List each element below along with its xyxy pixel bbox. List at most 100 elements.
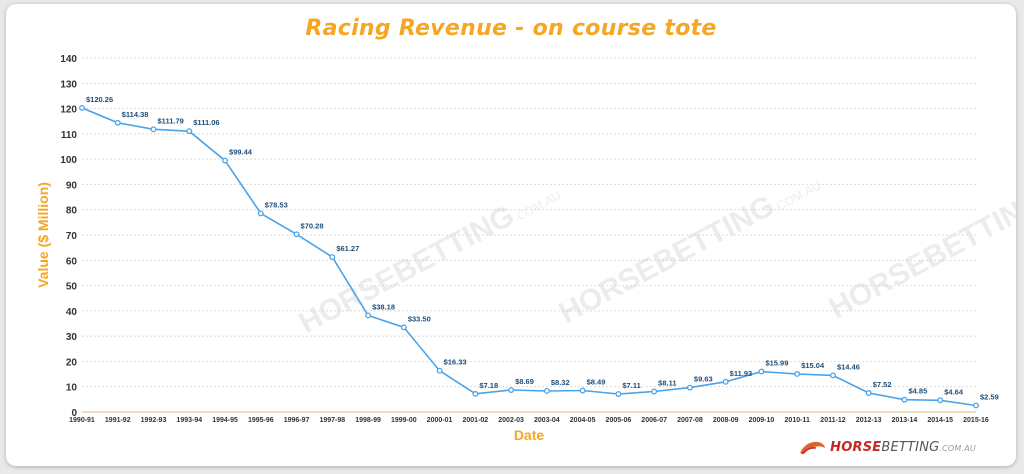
x-tick-label: 1993-94 (176, 417, 202, 424)
y-tick-label: 50 (66, 282, 78, 293)
data-label: $7.18 (479, 381, 498, 390)
x-tick-label: 1996-97 (284, 417, 310, 424)
data-label: $78.53 (265, 200, 288, 209)
x-tick-label: 1992-93 (141, 417, 167, 424)
data-label: $38.18 (372, 302, 395, 311)
data-point (543, 388, 550, 394)
y-tick-label: 110 (61, 130, 78, 141)
data-label: $4.64 (944, 387, 964, 396)
x-tick-label: 1999-00 (391, 417, 417, 424)
x-tick-label: 2001-02 (463, 417, 489, 424)
data-point (150, 126, 157, 133)
y-tick-label: 10 (66, 383, 78, 394)
data-point (257, 210, 264, 217)
data-label: $15.99 (765, 359, 788, 368)
data-label: $70.28 (301, 221, 324, 230)
data-point (615, 391, 622, 397)
watermark-text: HORSEBETTING.COM.AU (554, 165, 825, 330)
data-label: $8.32 (551, 378, 570, 387)
data-label: $111.79 (158, 116, 184, 125)
data-point (901, 396, 908, 403)
x-tick-label: 2004-05 (570, 417, 596, 424)
y-tick-label: 20 (66, 357, 78, 368)
data-label: $99.44 (229, 148, 253, 157)
x-tick-label: 1998-99 (355, 417, 381, 424)
data-label: $14.46 (837, 362, 860, 371)
y-tick-label: 140 (60, 54, 77, 65)
x-tick-label: 1991-92 (105, 417, 131, 424)
data-label: $9.63 (694, 375, 713, 384)
data-point (579, 387, 586, 394)
logo-text: HORSEBETTING.COM.AU (830, 439, 976, 455)
x-axis-label: Date (514, 427, 545, 443)
y-tick-label: 120 (60, 105, 77, 116)
data-point (794, 371, 801, 377)
x-tick-label: 2006-07 (641, 417, 667, 424)
data-point (293, 231, 300, 238)
y-tick-label: 0 (71, 408, 77, 419)
data-point (651, 388, 658, 395)
data-point (114, 119, 121, 126)
data-point (508, 387, 515, 393)
data-label: $111.06 (193, 118, 219, 127)
watermark: HORSEBETTING.COM.AU (554, 165, 825, 330)
data-point (686, 384, 693, 391)
data-point (973, 402, 979, 409)
data-label: $11.93 (730, 369, 753, 378)
chart-card: HORSEBETTING.COM.AU HORSEBETTING.COM.AU HO… (6, 4, 1016, 466)
data-label: $114.38 (122, 110, 149, 119)
data-point (79, 104, 85, 111)
watermark: HORSEBETTING.COM.AU (824, 160, 1016, 325)
horse-head-icon (800, 441, 826, 455)
y-tick-label: 70 (66, 231, 78, 242)
x-tick-label: 2008-09 (713, 417, 739, 424)
x-tick-label: 2005-06 (606, 417, 632, 424)
chart-title: Racing Revenue - on course tote (305, 16, 717, 41)
x-tick-label: 2013-14 (892, 417, 918, 424)
x-tick-label: 2015-16 (963, 417, 989, 424)
x-tick-label: 2011-12 (820, 417, 845, 424)
data-point (329, 254, 336, 261)
x-tick-label: 1994-95 (212, 417, 238, 424)
x-tick-label: 2003-04 (534, 417, 560, 424)
data-label: $15.04 (801, 361, 825, 370)
y-tick-label: 130 (60, 79, 77, 90)
data-label: $4.85 (908, 387, 927, 396)
data-point (830, 372, 836, 379)
data-label: $61.27 (336, 244, 359, 253)
brand-logo: HORSEBETTING.COM.AU (798, 438, 976, 456)
data-label: $7.11 (622, 381, 640, 390)
x-tick-label: 2007-08 (677, 417, 703, 424)
data-label: $120.26 (86, 95, 113, 104)
y-tick-label: 80 (66, 206, 78, 217)
x-tick-label: 2002-03 (498, 417, 524, 424)
data-label: $33.50 (408, 314, 431, 323)
data-label: $8.11 (658, 378, 676, 387)
data-point (222, 157, 228, 164)
x-tick-label: 1990-91 (69, 417, 95, 424)
data-point (365, 312, 372, 319)
x-tick-label: 2014-15 (927, 417, 953, 424)
y-tick-label: 40 (66, 307, 78, 318)
x-tick-label: 1997-98 (319, 417, 345, 424)
data-point (722, 378, 729, 385)
data-label: $7.52 (873, 380, 892, 389)
data-label: $8.49 (587, 378, 606, 387)
series-line (81, 107, 977, 407)
x-tick-label: 1995-96 (248, 417, 274, 424)
data-point (436, 367, 443, 374)
x-tick-label: 2000-01 (427, 417, 453, 424)
y-tick-label: 30 (66, 332, 78, 343)
x-tick-label: 2010-11 (785, 417, 810, 424)
x-tick-label: 2009-10 (749, 417, 775, 424)
y-tick-label: 60 (66, 256, 78, 267)
y-tick-label: 100 (60, 155, 77, 166)
data-label: $8.69 (515, 377, 534, 386)
data-point (472, 390, 479, 397)
x-tick-label: 2012-13 (856, 417, 882, 424)
data-point (186, 128, 193, 135)
data-point (865, 390, 872, 396)
data-point (400, 324, 407, 331)
watermark-text: HORSEBETTING.COM.AU (824, 160, 1016, 325)
